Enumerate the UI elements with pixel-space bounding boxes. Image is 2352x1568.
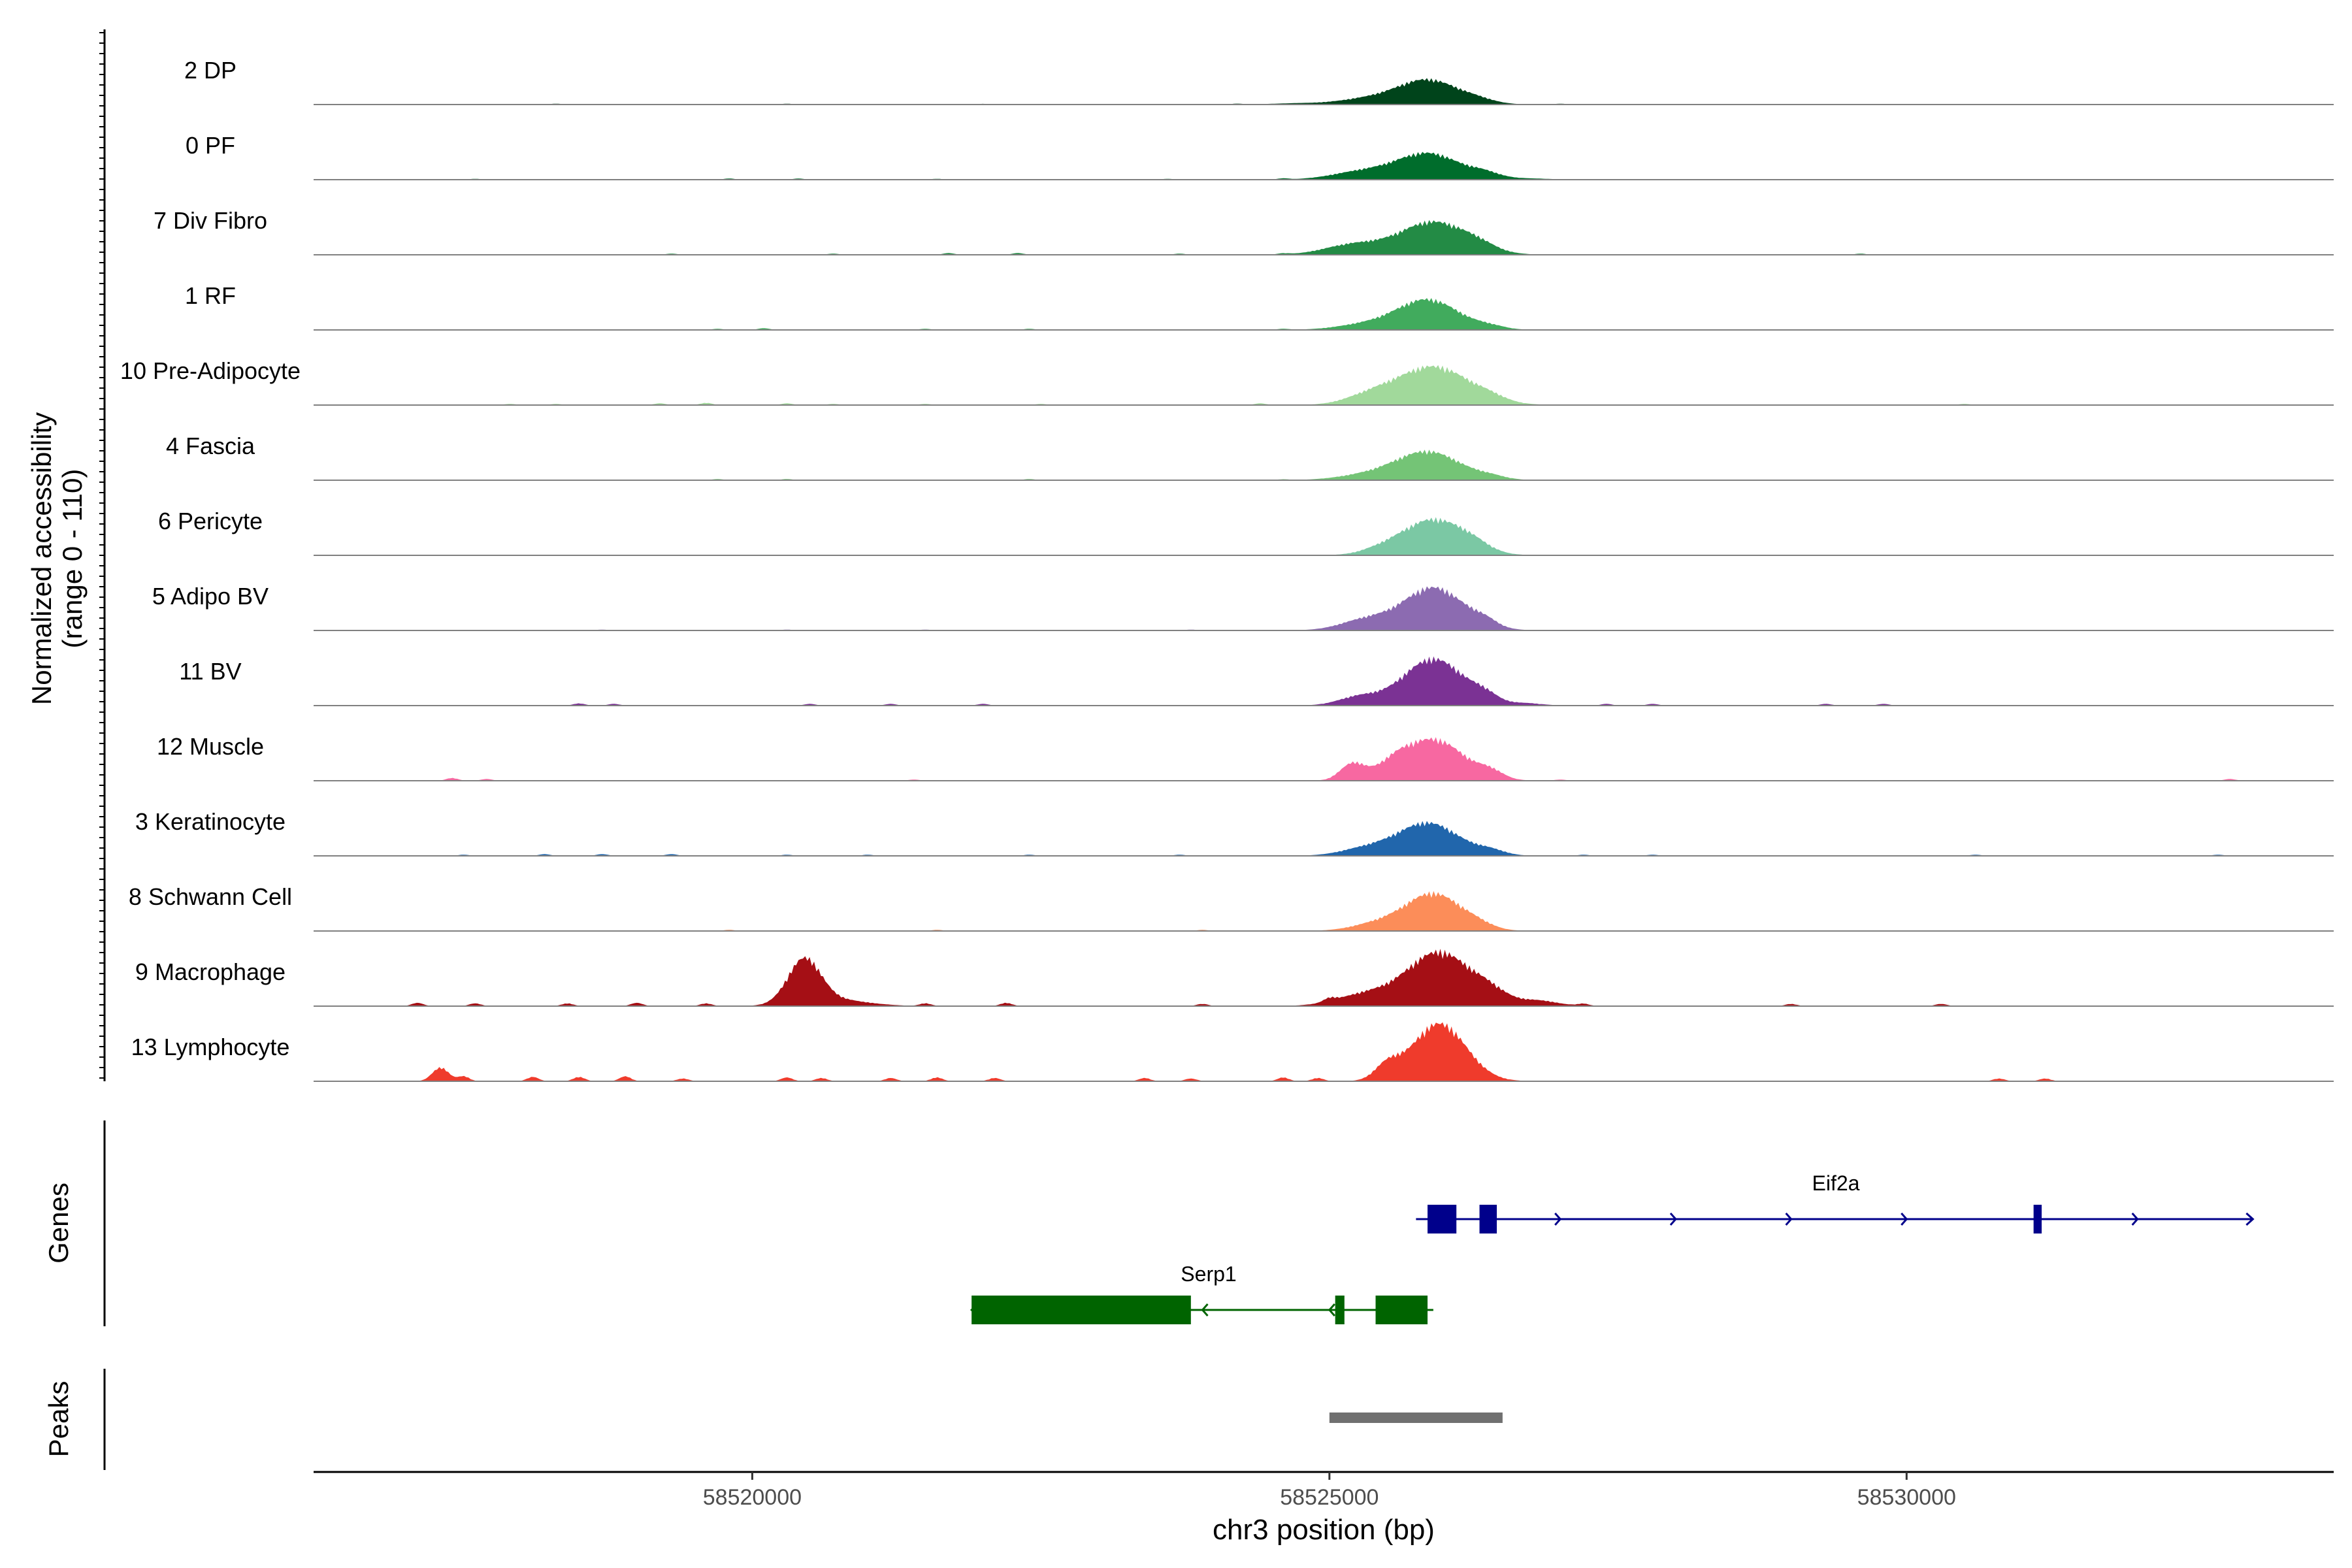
gene-name-label: Serp1 xyxy=(1181,1262,1236,1286)
x-axis-tick-label: 58525000 xyxy=(1280,1485,1379,1510)
strand-arrow xyxy=(1201,1303,1209,1316)
genes-axis-label: Genes xyxy=(43,1183,74,1264)
y-axis-label-line2: (range 0 - 110) xyxy=(57,469,88,649)
strand-arrow xyxy=(1785,1213,1793,1226)
track-label: 4 Fascia xyxy=(166,433,255,459)
track-label: 9 Macrophage xyxy=(135,958,286,985)
strand-arrow xyxy=(1554,1213,1562,1226)
coverage-track: 9 Macrophage xyxy=(135,949,2334,1007)
track-label: 6 Pericyte xyxy=(158,508,263,534)
track-label: 11 BV xyxy=(179,658,241,685)
coverage-area xyxy=(314,298,2334,330)
coverage-area xyxy=(314,586,2334,630)
track-label: 10 Pre-Adipocyte xyxy=(120,357,301,384)
coverage-area xyxy=(314,949,2334,1006)
track-label: 8 Schwann Cell xyxy=(129,883,292,910)
coverage-track: 7 Div Fibro xyxy=(154,207,2334,255)
coverage-track: 8 Schwann Cell xyxy=(129,883,2334,932)
strand-arrow xyxy=(1328,1303,1335,1316)
x-axis-tick-label: 58520000 xyxy=(703,1485,802,1510)
coverage-track: 12 Muscle xyxy=(157,733,2334,781)
coverage-track: 3 Keratinocyte xyxy=(135,808,2334,857)
peaks-axis-label: Peaks xyxy=(43,1381,74,1458)
gene-exon xyxy=(2033,1205,2042,1233)
gene-annotation-track: Eif2a Serp1 xyxy=(970,1171,2255,1324)
track-label: 13 Lymphocyte xyxy=(131,1034,290,1060)
gene-exon xyxy=(972,1296,1191,1324)
coverage-track: 6 Pericyte xyxy=(158,508,2334,556)
coverage-area xyxy=(314,656,2334,706)
coverage-area xyxy=(314,365,2334,405)
coverage-track: 4 Fascia xyxy=(166,433,2334,481)
peak-track xyxy=(1329,1413,1503,1423)
coverage-track: 2 DP xyxy=(184,57,2334,105)
strand-arrow xyxy=(1669,1213,1677,1226)
coverage-track: 11 BV xyxy=(179,656,2334,706)
strand-arrow xyxy=(970,1303,979,1317)
track-label: 5 Adipo BV xyxy=(152,583,269,610)
track-label: 1 RF xyxy=(185,282,236,309)
gene-exon xyxy=(1335,1296,1345,1324)
coverage-area xyxy=(314,890,2334,931)
track-label: 3 Keratinocyte xyxy=(135,808,286,835)
coverage-track: 0 PF xyxy=(186,132,2334,180)
coverage-area xyxy=(314,78,2334,105)
coverage-track: 13 Lymphocyte xyxy=(131,1022,2334,1082)
coverage-track: 1 RF xyxy=(185,282,2334,331)
gene-exon xyxy=(1479,1205,1497,1233)
coverage-tracks: 2 DP 0 PF 7 Div Fibro 1 RF 10 Pre-Adipocyte 4… xyxy=(120,57,2334,1082)
track-label: 0 PF xyxy=(186,132,235,159)
strand-arrow xyxy=(2131,1213,2139,1226)
gene-exon xyxy=(1375,1296,1428,1324)
strand-arrow xyxy=(2246,1212,2255,1226)
coverage-area xyxy=(314,821,2334,856)
strand-arrow xyxy=(1901,1213,1908,1226)
y-axis-label-line1: Normalized accessibility xyxy=(26,412,57,705)
gene-exon xyxy=(1428,1205,1457,1233)
coverage-area xyxy=(314,1022,2334,1081)
track-label: 7 Div Fibro xyxy=(154,207,267,234)
x-axis-tick-label: 58530000 xyxy=(1857,1485,1956,1510)
gene-model: Serp1 xyxy=(970,1262,1433,1324)
x-axis-label: chr3 position (bp) xyxy=(1213,1514,1435,1546)
gene-model: Eif2a xyxy=(1416,1171,2255,1233)
coverage-track: 5 Adipo BV xyxy=(152,583,2334,631)
coverage-area xyxy=(314,449,2334,480)
peak-region-bar xyxy=(1329,1413,1503,1423)
x-axis-ticks: 58520000 58525000 58530000 xyxy=(703,1472,1956,1510)
coverage-area xyxy=(314,152,2334,180)
track-label: 2 DP xyxy=(184,57,237,84)
coverage-area xyxy=(314,737,2334,781)
coverage-track: 10 Pre-Adipocyte xyxy=(120,357,2334,406)
track-label: 12 Muscle xyxy=(157,733,264,760)
gene-name-label: Eif2a xyxy=(1812,1171,1860,1195)
coverage-area xyxy=(314,220,2334,255)
coverage-area xyxy=(314,517,2334,555)
